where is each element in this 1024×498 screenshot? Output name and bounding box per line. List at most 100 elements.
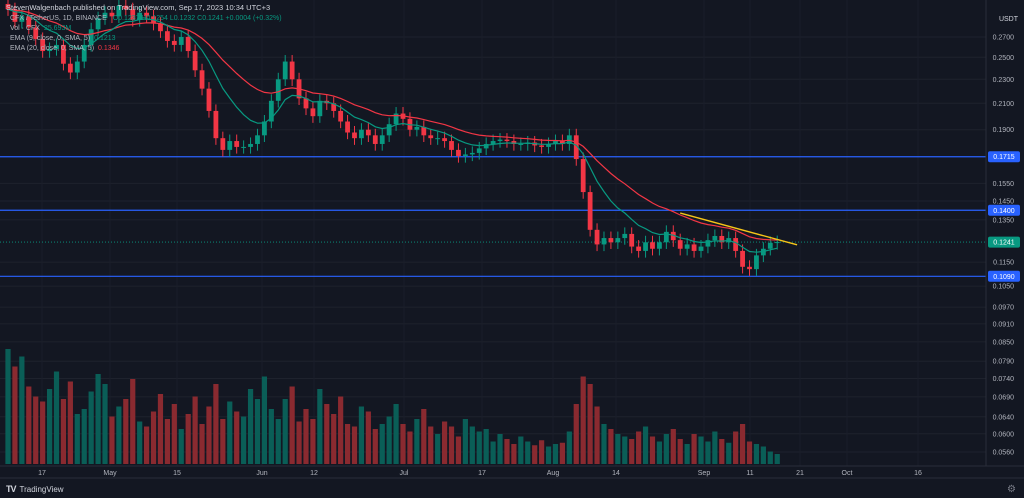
candle-body xyxy=(657,242,662,249)
time-tick-label: 12 xyxy=(310,470,318,477)
volume-bar xyxy=(234,411,240,464)
volume-bar xyxy=(455,436,462,464)
candle-body xyxy=(109,12,115,17)
candle-body xyxy=(622,233,628,239)
volume-bar xyxy=(483,429,489,464)
time-tick-label: 11 xyxy=(746,470,753,477)
candle-body xyxy=(511,141,517,144)
volume-bar xyxy=(365,411,371,464)
volume-bar xyxy=(26,386,32,464)
candle-body xyxy=(282,61,288,80)
candle-body xyxy=(469,152,475,155)
volume-bar xyxy=(407,431,413,464)
volume-bar xyxy=(504,439,510,464)
time-tick-label: May xyxy=(103,470,117,477)
time-tick-label: Aug xyxy=(547,470,560,477)
candle-body xyxy=(5,3,11,10)
volume-bar xyxy=(164,419,170,464)
candle-body xyxy=(691,244,697,251)
volume-bar xyxy=(448,426,455,464)
candle-body xyxy=(255,135,260,144)
volume-bar xyxy=(40,401,46,464)
candle-body xyxy=(33,27,39,39)
price-tick-label: 0.0790 xyxy=(993,359,1015,366)
volume-bar xyxy=(670,429,676,464)
candle-body xyxy=(754,255,759,270)
volume-bar xyxy=(46,389,53,464)
publisher-header: StevenWalgenbach published on TradingVie… xyxy=(6,3,271,12)
volume-bar xyxy=(573,404,579,464)
price-tick-label: 0.0560 xyxy=(993,450,1015,457)
legend-volume-row[interactable]: Vol · CFX 25.693M xyxy=(10,25,71,32)
volume-bar xyxy=(414,419,420,464)
candle-body xyxy=(95,18,101,30)
volume-bar xyxy=(185,414,191,464)
volume-bar xyxy=(774,454,780,464)
candle-body xyxy=(414,126,420,130)
level-price-label: 0.1715 xyxy=(993,154,1015,161)
volume-bar xyxy=(386,416,392,464)
tradingview-logo[interactable]: TV TradingView xyxy=(6,484,64,494)
volume-bar xyxy=(719,439,725,464)
legend-symbol[interactable]: CFX / TetherUS, 1D, BINANCE xyxy=(10,15,107,22)
volume-bar xyxy=(726,442,732,464)
candle-body xyxy=(608,238,614,243)
price-tick-label: 0.0850 xyxy=(993,339,1015,346)
volume-bar xyxy=(705,441,711,464)
volume-bar xyxy=(421,409,427,464)
volume-bar xyxy=(344,424,351,464)
candle-body xyxy=(12,9,18,22)
candle-body xyxy=(560,141,565,144)
candle-body xyxy=(144,12,149,17)
volume-bar xyxy=(594,406,600,464)
volume-bar xyxy=(649,436,656,464)
candle-body xyxy=(698,246,704,251)
volume-bar xyxy=(33,396,39,464)
candle-body xyxy=(379,135,385,144)
volume-bar xyxy=(532,445,538,464)
candle-body xyxy=(137,12,143,20)
candle-body xyxy=(102,12,108,19)
legend-volume-value: 25.693M xyxy=(43,25,72,32)
volume-bar xyxy=(400,424,406,464)
volume-bar xyxy=(67,381,73,464)
price-tick-label: 0.0970 xyxy=(993,305,1015,312)
price-tick-label: 0.0690 xyxy=(993,394,1015,401)
volume-bar xyxy=(511,444,517,464)
support-resistance-levels: 0.1715 0.1400 0.1090 0.1241 xyxy=(0,151,1020,282)
volume-bar xyxy=(677,439,683,464)
candle-body xyxy=(442,138,447,142)
volume-bar xyxy=(317,389,323,464)
volume-bar xyxy=(331,414,337,464)
candle-body xyxy=(178,37,184,45)
volume-bar xyxy=(150,411,157,464)
volume-bar xyxy=(178,429,184,464)
trendline-line xyxy=(680,212,798,246)
candle-body xyxy=(712,235,718,241)
currency-label: USDT xyxy=(998,16,1018,23)
legend-ema9-row[interactable]: EMA (9, close, 0, SMA, 5) 0.1213 xyxy=(10,35,116,42)
chart-grid xyxy=(0,36,986,453)
price-tick-label: 0.1350 xyxy=(993,217,1015,224)
volume-bar xyxy=(566,431,572,464)
legend-ema20-row[interactable]: EMA (20, close, 0, SMA, 5) 0.1346 xyxy=(10,45,119,52)
candle-body xyxy=(719,235,725,243)
level-price-label: 0.1400 xyxy=(993,208,1015,215)
candle-body xyxy=(365,129,371,136)
price-tick-label: 0.2300 xyxy=(993,77,1015,84)
candle-body xyxy=(684,244,690,249)
volume-bar xyxy=(53,371,60,464)
volume-bar xyxy=(254,399,261,464)
price-tick-label: 0.1450 xyxy=(993,199,1015,206)
gear-icon[interactable]: ⚙ xyxy=(1007,484,1016,495)
candle-body xyxy=(428,135,434,139)
candle-body xyxy=(462,154,468,156)
time-tick-label: 17 xyxy=(478,470,486,477)
candle-body xyxy=(615,238,621,243)
volume-bar xyxy=(539,440,545,464)
price-tick-label: 0.1550 xyxy=(993,181,1015,188)
volume-bar xyxy=(739,424,746,464)
legend-symbol-row: CFX / TetherUS, 1D, BINANCE O0.1237 H0.1… xyxy=(10,15,282,22)
candle-body xyxy=(88,29,94,45)
